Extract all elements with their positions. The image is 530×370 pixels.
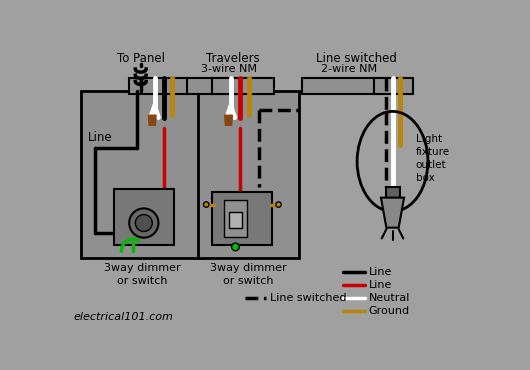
Bar	[198, 91, 298, 259]
Bar	[114, 189, 174, 245]
Circle shape	[135, 215, 152, 232]
Bar	[374, 78, 412, 94]
Text: electrical101.com: electrical101.com	[73, 312, 173, 322]
Bar	[229, 212, 242, 228]
Polygon shape	[148, 115, 156, 125]
Bar	[187, 78, 271, 94]
Text: Ground: Ground	[369, 306, 410, 316]
Text: 3way dimmer
or switch: 3way dimmer or switch	[104, 263, 181, 286]
Circle shape	[276, 202, 281, 207]
Text: To Panel: To Panel	[117, 52, 165, 65]
Polygon shape	[225, 115, 232, 125]
Text: 2-wire NM: 2-wire NM	[321, 64, 377, 74]
Text: Neutral: Neutral	[369, 293, 410, 303]
Circle shape	[129, 208, 158, 238]
Text: Line: Line	[89, 131, 113, 144]
Bar	[213, 78, 274, 94]
Text: Travelers: Travelers	[206, 52, 260, 65]
Bar	[213, 192, 272, 245]
Text: Line switched: Line switched	[316, 52, 397, 65]
Text: Line switched: Line switched	[270, 293, 347, 303]
Bar	[224, 200, 247, 237]
Text: 3-wire NM: 3-wire NM	[201, 64, 257, 74]
Bar	[82, 91, 203, 259]
Text: Light
fixture
outlet
box: Light fixture outlet box	[416, 134, 450, 183]
Polygon shape	[381, 198, 404, 228]
Text: 3way dimmer
or switch: 3way dimmer or switch	[210, 263, 287, 286]
Bar	[129, 78, 189, 94]
Text: Line: Line	[369, 280, 392, 290]
Bar	[303, 78, 395, 94]
Circle shape	[204, 202, 209, 207]
Text: Line: Line	[369, 266, 392, 276]
Bar	[386, 187, 400, 198]
Circle shape	[232, 243, 239, 251]
